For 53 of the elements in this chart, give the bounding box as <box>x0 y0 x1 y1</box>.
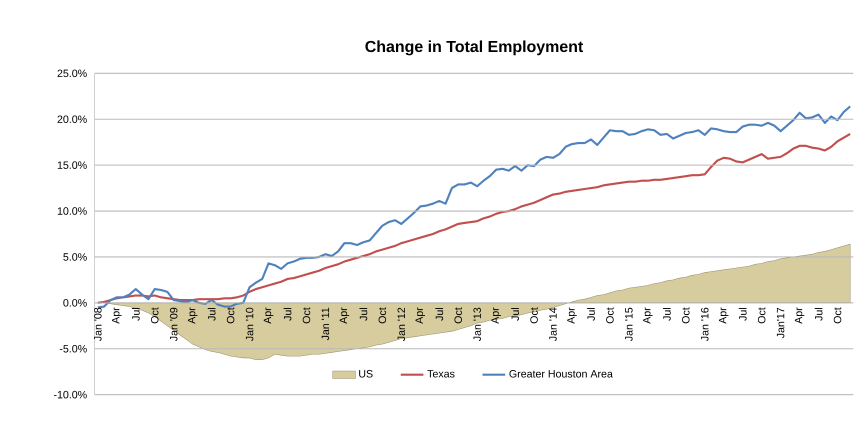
x-tick-label: Apr <box>188 307 198 324</box>
x-tick-label: Apr <box>112 307 122 324</box>
x-tick-label: Jan '16 <box>701 308 709 341</box>
legend-label: Greater Houston Area <box>509 370 613 378</box>
y-tick-label: -5.0% <box>60 344 87 352</box>
x-tick-label: Oct <box>530 307 538 324</box>
x-tick-label: Oct <box>226 307 234 324</box>
y-tick-label: 25.0% <box>58 69 87 77</box>
x-tick-label: Jul <box>587 308 595 321</box>
x-tick-label: Jul <box>132 308 140 321</box>
x-tick-label: Oct <box>606 307 614 324</box>
x-tick-label: Apr <box>264 307 274 324</box>
x-tick-label: Jan '08 <box>94 308 102 341</box>
x-tick-label: Jan '14 <box>549 307 557 341</box>
line-series <box>96 105 852 308</box>
x-tick-label: Oct <box>682 307 690 324</box>
x-tick-label: Apr <box>340 307 350 324</box>
chart-title: Change in Total Employment <box>365 40 584 56</box>
x-tick-label: Oct <box>302 307 310 324</box>
y-tick-label: 0.0% <box>63 298 87 306</box>
x-tick-label: Jul <box>738 308 747 321</box>
x-tick-label: Apr <box>643 307 653 324</box>
x-tick-label: Jan '11 <box>322 308 330 340</box>
x-tick-label: Jul <box>662 308 671 321</box>
legend-label: Texas <box>427 370 455 378</box>
x-tick-label: Jul <box>814 308 822 321</box>
x-tick-label: Apr <box>491 307 501 324</box>
x-tick-label: Jul <box>435 308 444 321</box>
x-tick-label: Jul <box>511 308 519 321</box>
y-tick-label: -10.0% <box>54 390 87 398</box>
x-tick-label: Oct <box>758 307 766 324</box>
legend-label: US <box>359 370 373 378</box>
x-tick-label: Oct <box>454 307 462 324</box>
x-tick-label: Apr <box>718 307 728 324</box>
x-tick-label: Apr <box>794 307 804 324</box>
x-tick-label: Apr <box>416 307 426 324</box>
x-tick-label: Apr <box>567 307 577 324</box>
x-tick-label: Oct <box>378 307 386 324</box>
y-tick-label: 5.0% <box>63 253 87 261</box>
x-tick-label: Jan '09 <box>170 308 178 341</box>
x-tick-label: Jan '13 <box>473 308 481 341</box>
x-tick-label: Jul <box>359 308 368 321</box>
x-tick-label: Jan '15 <box>625 308 633 341</box>
x-tick-label: Jan '10 <box>246 308 254 341</box>
y-tick-label: 15.0% <box>58 161 87 169</box>
y-tick-label: 20.0% <box>58 115 87 123</box>
x-tick-label: Oct <box>834 307 842 324</box>
x-tick-label: Jul <box>284 308 292 321</box>
x-tick-label: Oct <box>150 307 158 324</box>
x-tick-label: Jul <box>208 308 216 321</box>
y-tick-label: 10.0% <box>58 207 87 215</box>
x-tick-label: Jan '12 <box>398 308 406 341</box>
x-tick-label: Jan'17 <box>776 308 784 338</box>
